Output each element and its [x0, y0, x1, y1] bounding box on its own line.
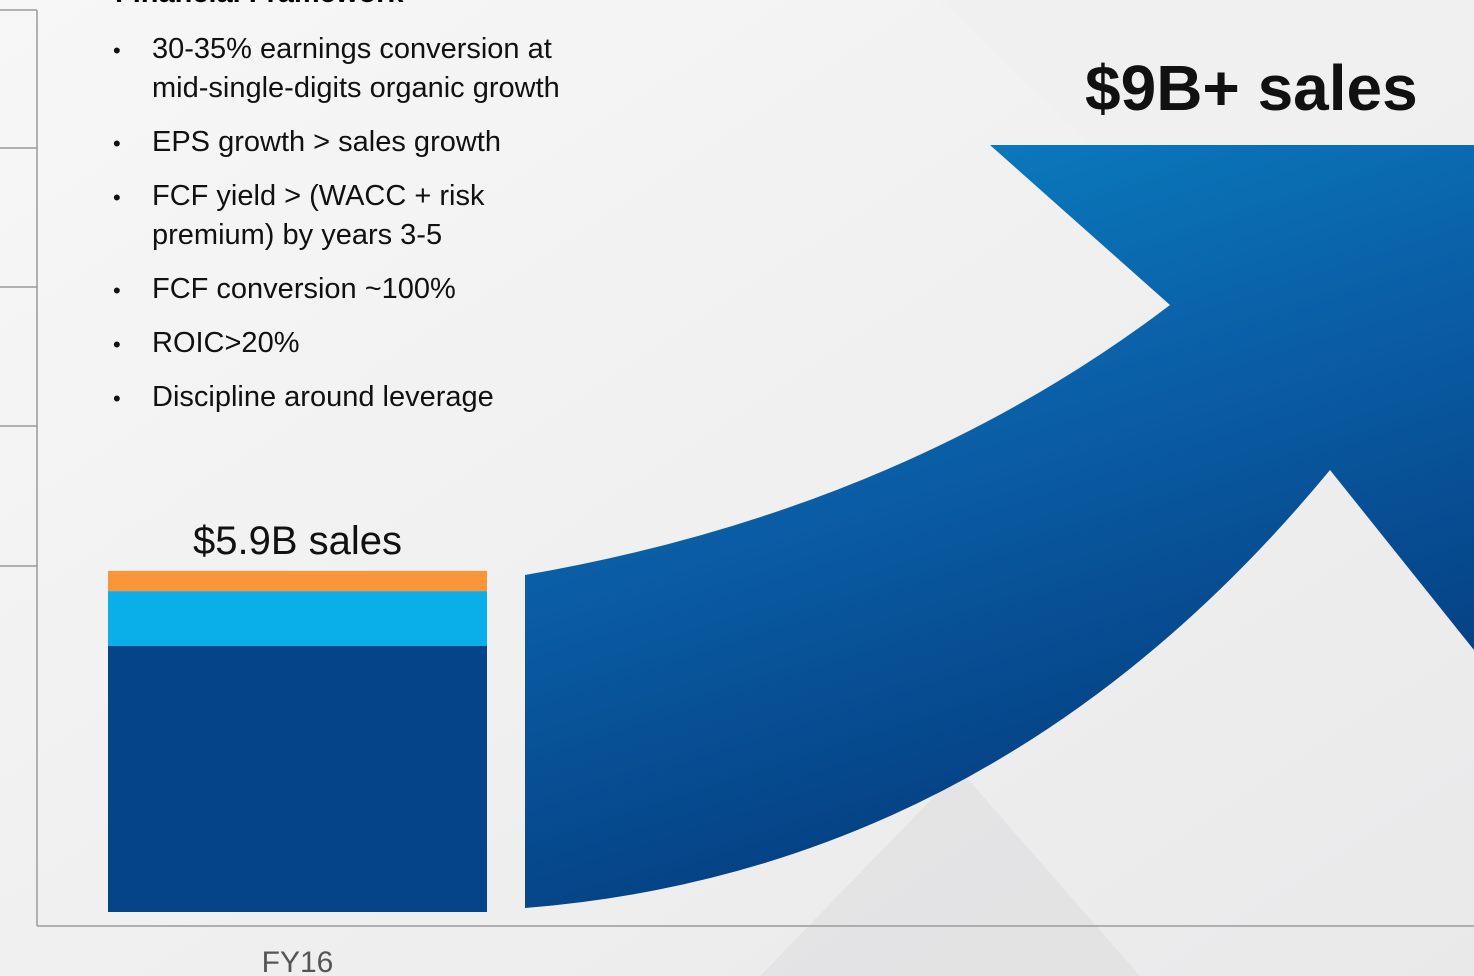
bullet-dot: • [113, 278, 121, 303]
bullet-text: ROIC>20% [152, 327, 299, 359]
bullet-dot: • [113, 185, 121, 210]
bullet-dot: • [113, 38, 121, 63]
bullet-list: • 30-35% earnings conversion at mid-single… [113, 33, 560, 413]
growth-arrow [525, 145, 1474, 908]
axis [0, 9, 1474, 927]
bar-segment [108, 591, 487, 647]
framework-title: Financial Framework [115, 0, 404, 9]
bullet-text: FCF conversion ~100% [152, 273, 456, 305]
x-tick-label: FY16 [262, 946, 334, 976]
bullet-text: Discipline around leverage [152, 381, 494, 413]
bar-label: $5.9B sales [193, 519, 402, 563]
bullet-text: mid-single-digits organic growth [152, 72, 560, 104]
bullet-dot: • [113, 131, 121, 156]
bullet-dot: • [113, 332, 121, 357]
bar-segment [108, 570, 487, 592]
bullet-text: premium) by years 3-5 [152, 219, 442, 251]
bullet-dot: • [113, 386, 121, 411]
bar-segment [108, 646, 487, 912]
target-label: $9B+ sales [1085, 52, 1418, 124]
bullet-text: EPS growth > sales growth [152, 126, 501, 158]
background-shape [760, 770, 1140, 976]
bullet-text: FCF yield > (WACC + risk [152, 180, 485, 212]
bullet-text: 30-35% earnings conversion at [152, 33, 552, 65]
